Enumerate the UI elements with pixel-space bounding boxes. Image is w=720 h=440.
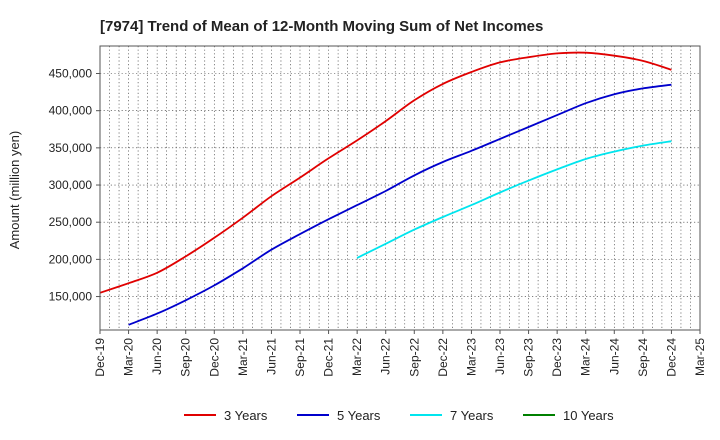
y-tick-label: 150,000 bbox=[49, 290, 93, 304]
x-tick-label: Sep-22 bbox=[407, 338, 421, 377]
x-tick-label: Dec-20 bbox=[207, 338, 221, 377]
y-tick-label: 200,000 bbox=[49, 252, 93, 266]
x-tick-labels: Dec-19 Mar-20 Jun-20 Sep-20 Dec-20 Mar-21 Jun-… bbox=[93, 330, 707, 377]
y-tick-labels: 150,000 200,000 250,000 300,000 350,000 400,0… bbox=[49, 67, 100, 304]
x-tick-label: Jun-20 bbox=[150, 338, 164, 375]
x-tick-label: Jun-23 bbox=[493, 338, 507, 375]
x-tick-label: Dec-22 bbox=[436, 338, 450, 377]
plot-frame bbox=[99, 45, 701, 331]
y-tick-label: 300,000 bbox=[49, 178, 93, 192]
x-tick-label: Mar-25 bbox=[693, 338, 707, 376]
series-layer bbox=[99, 51, 672, 326]
legend-label-10-years: 10 Years bbox=[563, 408, 614, 423]
x-tick-label: Mar-23 bbox=[464, 338, 478, 376]
x-tick-label: Sep-24 bbox=[636, 338, 650, 377]
legend-label-3-years: 3 Years bbox=[224, 408, 268, 423]
legend-label-5-years: 5 Years bbox=[337, 408, 381, 423]
x-tick-label: Mar-22 bbox=[350, 338, 364, 376]
x-tick-label: Dec-23 bbox=[550, 338, 564, 377]
y-tick-label: 350,000 bbox=[49, 141, 93, 155]
x-tick-label: Jun-24 bbox=[607, 338, 621, 375]
legend: 3 Years 5 Years 7 Years 10 Years bbox=[184, 408, 614, 423]
chart-title: [7974] Trend of Mean of 12-Month Moving … bbox=[100, 18, 543, 35]
x-tick-label: Sep-21 bbox=[293, 338, 307, 377]
series-line-5-years bbox=[128, 83, 672, 326]
x-tick-label: Dec-24 bbox=[664, 338, 678, 377]
x-tick-label: Mar-24 bbox=[579, 338, 593, 376]
x-tick-label: Jun-21 bbox=[264, 338, 278, 375]
grid bbox=[100, 46, 700, 330]
x-tick-label: Sep-23 bbox=[522, 338, 536, 377]
y-tick-label: 450,000 bbox=[49, 67, 93, 81]
x-tick-label: Mar-20 bbox=[122, 338, 136, 376]
y-tick-label: 400,000 bbox=[49, 104, 93, 118]
y-axis-label: Amount (million yen) bbox=[7, 131, 22, 250]
x-tick-label: Jun-22 bbox=[379, 338, 393, 375]
x-tick-label: Dec-21 bbox=[322, 338, 336, 377]
series-line-7-years bbox=[356, 140, 672, 259]
legend-label-7-years: 7 Years bbox=[450, 408, 494, 423]
x-tick-label: Sep-20 bbox=[179, 338, 193, 377]
x-tick-label: Dec-19 bbox=[93, 338, 107, 377]
series-line-3-years bbox=[99, 51, 672, 294]
y-tick-label: 250,000 bbox=[49, 215, 93, 229]
x-tick-label: Mar-21 bbox=[236, 338, 250, 376]
